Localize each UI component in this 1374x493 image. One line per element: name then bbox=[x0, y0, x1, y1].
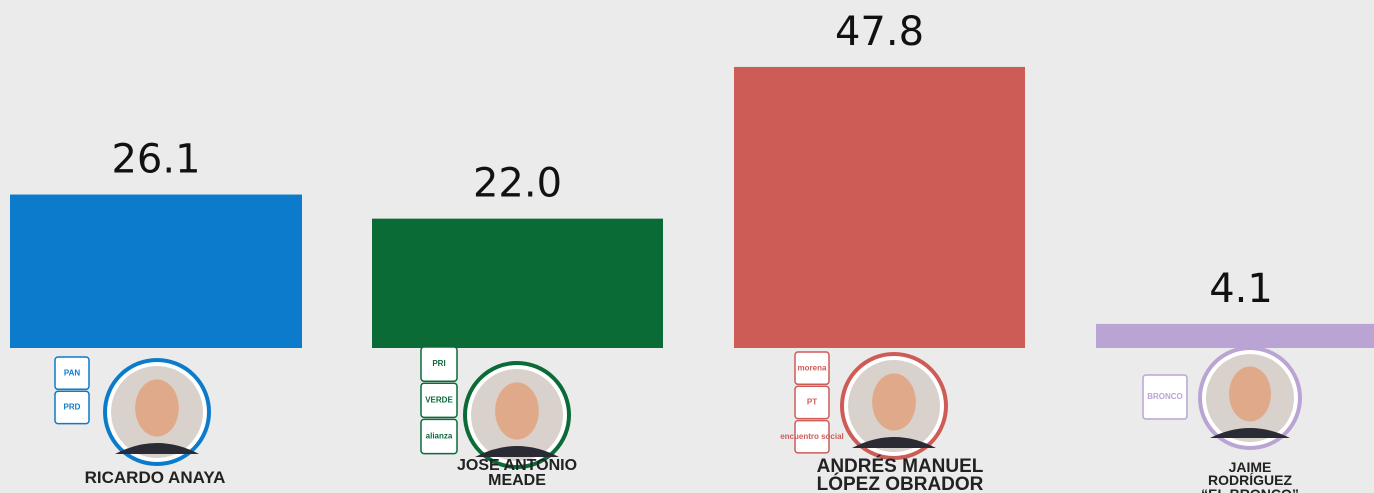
bar bbox=[734, 67, 1025, 348]
value-label: 4.1 bbox=[1209, 266, 1273, 312]
party-logo-text: PAN bbox=[64, 368, 81, 377]
party-logo: PT bbox=[795, 386, 829, 418]
party-logo: BRONCO bbox=[1143, 375, 1187, 419]
party-logo: PRI bbox=[421, 347, 457, 381]
party-logo-text: BRONCO bbox=[1147, 392, 1183, 401]
party-logo-text: morena bbox=[798, 363, 827, 372]
value-label: 47.8 bbox=[835, 9, 924, 55]
chart-svg: 26.1 PAN PRD 22.0 PRI VERDE alianza 47.8 morena P… bbox=[0, 0, 1374, 493]
party-logo: PRD bbox=[55, 391, 89, 423]
bar bbox=[10, 195, 302, 348]
party-logo-text: PRD bbox=[64, 403, 81, 412]
party-logo-text: alianza bbox=[426, 432, 453, 441]
party-logo-text: encuentro social bbox=[780, 432, 844, 441]
chart: 26.1 PAN PRD 22.0 PRI VERDE alianza 47.8 morena P… bbox=[0, 0, 1374, 493]
candidate-face bbox=[495, 382, 539, 439]
party-logo: PAN bbox=[55, 357, 89, 389]
party-logo-text: PT bbox=[807, 398, 817, 407]
value-label: 22.0 bbox=[473, 161, 562, 207]
bar bbox=[372, 219, 663, 348]
candidate-face bbox=[1229, 367, 1271, 422]
party-logo: VERDE bbox=[421, 383, 457, 417]
candidate-face bbox=[135, 379, 179, 436]
candidate-name: JAIME RODRÍGUEZ “EL BRONCO” bbox=[1188, 461, 1312, 493]
party-logo: morena bbox=[795, 352, 829, 384]
party-logo: alianza bbox=[421, 419, 457, 453]
party-logo: encuentro social bbox=[780, 421, 844, 453]
value-label: 26.1 bbox=[111, 137, 200, 183]
bar bbox=[1096, 324, 1374, 348]
candidate-name: ANDRÉS MANUEL LÓPEZ OBRADOR bbox=[817, 458, 984, 493]
candidate-name: JOSE ANTONIO MEADE bbox=[457, 458, 577, 488]
candidate-face bbox=[872, 373, 916, 430]
party-logo-text: VERDE bbox=[425, 395, 453, 404]
party-logo-text: PRI bbox=[432, 359, 445, 368]
candidate-name: RICARDO ANAYA bbox=[85, 470, 226, 486]
